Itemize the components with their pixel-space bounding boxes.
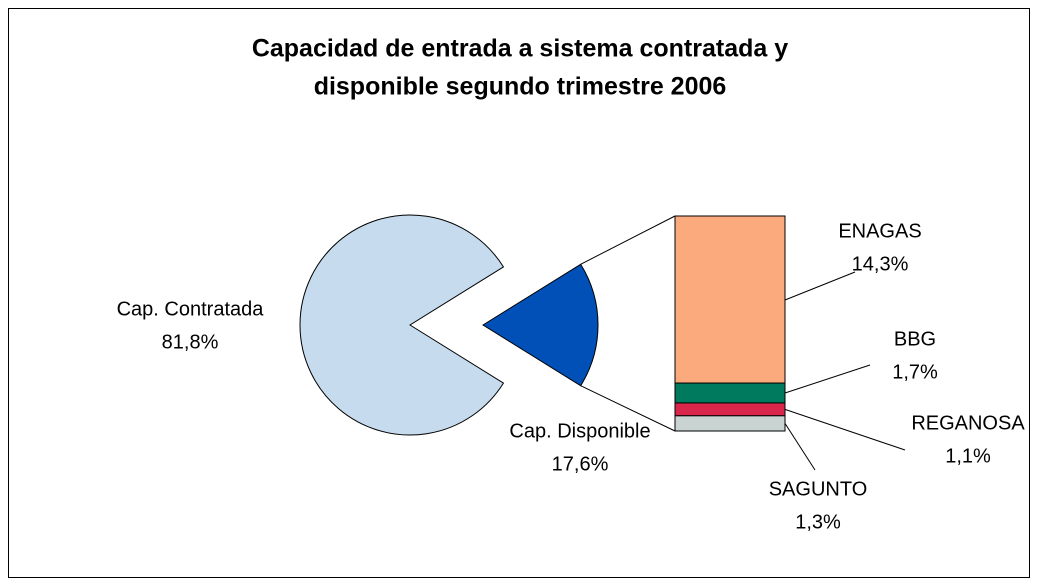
data-label: Cap. Contratada	[117, 298, 265, 320]
chart-title: Capacidad de entrada a sistema contratad…	[252, 35, 788, 63]
data-label: 17,6%	[552, 453, 609, 475]
bar-segment	[674, 382, 786, 404]
data-label: 1,3%	[795, 511, 841, 533]
data-label: BBG	[894, 328, 936, 350]
data-label: ENAGAS	[838, 220, 921, 242]
data-label: 1,1%	[945, 445, 991, 467]
bar-segment	[674, 415, 786, 432]
data-label: REGANOSA	[911, 412, 1025, 434]
data-label: 14,3%	[852, 253, 909, 275]
leader-line	[784, 364, 871, 394]
bar-segment	[674, 402, 786, 417]
leader-line	[784, 408, 906, 451]
data-label: Cap. Disponible	[509, 420, 650, 442]
chart-title: disponible segundo trimestre 2006	[314, 73, 727, 101]
leader-line	[784, 423, 816, 471]
chart-frame	[8, 8, 1030, 578]
pie-slice	[482, 263, 599, 387]
bar-segment	[674, 215, 786, 384]
data-label: 1,7%	[892, 361, 938, 383]
data-label: SAGUNTO	[769, 478, 868, 500]
connector	[580, 215, 676, 265]
connector	[580, 385, 676, 432]
data-label: 81,8%	[162, 331, 219, 353]
leader-line	[784, 271, 856, 301]
pie-slice	[299, 214, 505, 436]
